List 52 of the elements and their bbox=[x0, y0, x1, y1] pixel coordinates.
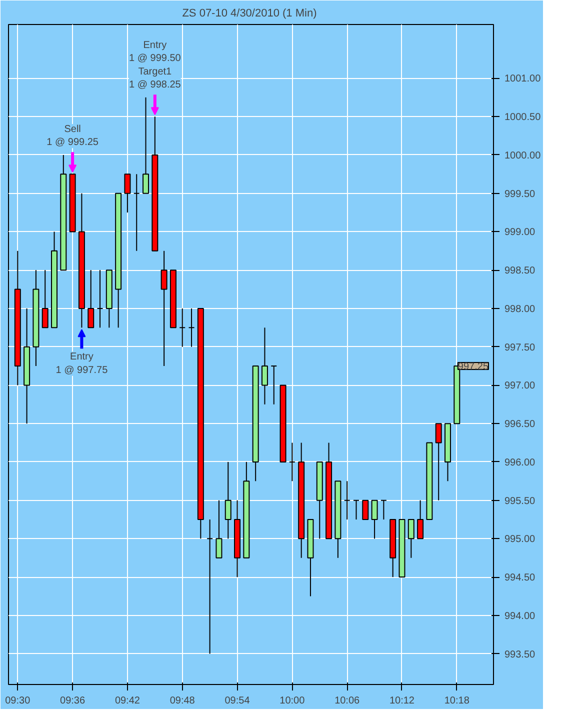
x-tick-label: 10:12 bbox=[389, 696, 415, 706]
x-tick-label: 10:06 bbox=[334, 696, 360, 706]
candlestick bbox=[352, 500, 360, 520]
y-tick-label: 995.00 bbox=[504, 534, 536, 546]
annotation: Sell 1 @ 999.25 bbox=[46, 124, 99, 148]
y-tick-label: 994.00 bbox=[504, 610, 536, 622]
candlestick bbox=[206, 519, 214, 654]
annotation: Entry 1 @ 997.75 bbox=[56, 352, 108, 376]
candlestick bbox=[417, 500, 424, 540]
candlestick bbox=[188, 308, 195, 348]
candlestick bbox=[380, 500, 387, 520]
annotation: Entry 1 @ 999.50 Target1 1 @ 998.25 bbox=[128, 40, 182, 91]
candlestick bbox=[96, 270, 104, 328]
candlestick bbox=[344, 480, 350, 520]
y-tick-label: 1000.50 bbox=[504, 112, 542, 124]
candlestick bbox=[42, 270, 48, 328]
y-tick-label: 998.50 bbox=[504, 266, 536, 277]
y-tick-label: 994.50 bbox=[504, 572, 536, 584]
y-tick-label: 993.50 bbox=[504, 649, 536, 660]
y-tick-label: 999.00 bbox=[504, 227, 536, 238]
y-tick-label: 1001.00 bbox=[504, 74, 542, 85]
candlestick bbox=[270, 366, 278, 405]
candlestick bbox=[142, 96, 150, 194]
y-tick-label: 996.50 bbox=[504, 419, 536, 430]
candlestick bbox=[288, 442, 296, 482]
x-tick-label: 09:54 bbox=[224, 696, 250, 706]
candlestick bbox=[362, 500, 369, 520]
candlestick bbox=[160, 250, 168, 367]
x-tick-label: 09:36 bbox=[60, 696, 86, 706]
candlestick bbox=[88, 270, 94, 328]
y-tick-label: 995.50 bbox=[504, 496, 536, 507]
x-tick-label: 09:48 bbox=[170, 696, 196, 706]
candlestick bbox=[179, 308, 186, 348]
candlestick bbox=[224, 461, 232, 540]
candlestick bbox=[408, 519, 414, 558]
candlestick bbox=[133, 174, 140, 252]
x-tick-label: 10:00 bbox=[280, 696, 306, 706]
candlestick bbox=[216, 500, 222, 558]
chart-title: ZS 07-10 4/30/2010 (1 Min) bbox=[182, 8, 317, 20]
y-tick-label: 997.50 bbox=[504, 342, 536, 354]
y-tick-label: 996.00 bbox=[504, 457, 536, 468]
y-tick-label: 998.00 bbox=[504, 304, 536, 315]
x-tick-label: 09:42 bbox=[114, 696, 140, 706]
candlestick bbox=[124, 174, 131, 214]
candlestick bbox=[435, 423, 442, 501]
x-tick-label: 09:30 bbox=[5, 696, 31, 706]
y-tick-label: 997.00 bbox=[504, 380, 536, 392]
y-tick-label: 1000.00 bbox=[504, 150, 542, 162]
x-tick-label: 10:18 bbox=[444, 696, 470, 706]
candlestick bbox=[371, 500, 378, 540]
y-tick-label: 999.50 bbox=[504, 188, 536, 200]
candlestick bbox=[261, 327, 268, 405]
